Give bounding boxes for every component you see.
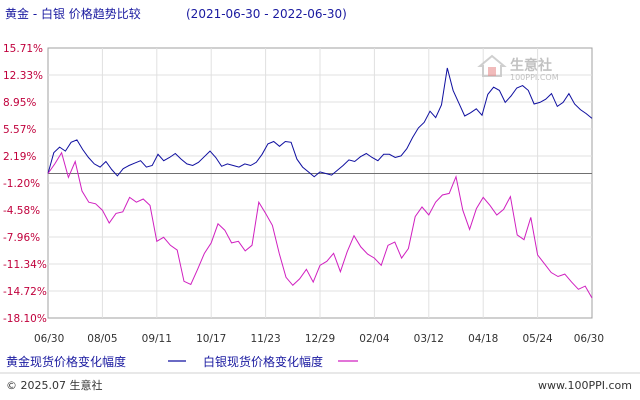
footer-site-link[interactable]: www.100PPI.com: [538, 379, 632, 392]
chart-title: 黄金 - 白银 价格趋势比较: [5, 6, 141, 21]
y-tick-label: -11.34%: [3, 259, 47, 271]
y-tick-label: 12.33%: [3, 70, 43, 82]
x-tick-label: 02/04: [359, 333, 390, 345]
y-axis-ticks: 15.71% 12.33% 8.95% 5.57% 2.19% -1.20% -4.58% -…: [3, 43, 47, 325]
legend-silver-label: 白银现货价格变化幅度: [203, 354, 323, 369]
silver-series-line: [47, 151, 593, 299]
x-tick-label: 05/24: [522, 333, 553, 345]
legend: 黄金现货价格变化幅度 白银现货价格变化幅度: [6, 354, 358, 369]
gold-series-line: [47, 67, 593, 178]
watermark-house-icon: [477, 54, 507, 77]
x-tick-label: 11/23: [250, 333, 280, 345]
y-tick-label: 8.95%: [3, 97, 36, 109]
watermark-url: 100PPI.COM: [510, 73, 559, 82]
x-tick-label: 06/30: [574, 333, 604, 345]
y-tick-label: -4.58%: [3, 205, 40, 217]
x-tick-label: 06/30: [34, 333, 64, 345]
legend-gold-label: 黄金现货价格变化幅度: [6, 354, 126, 369]
y-tick-label: -1.20%: [3, 178, 40, 190]
x-tick-label: 09/11: [142, 333, 172, 345]
watermark-logo: 生意社 100PPI.COM: [477, 54, 559, 82]
y-tick-label: 15.71%: [3, 43, 43, 55]
x-tick-label: 10/17: [196, 333, 226, 345]
y-tick-label: -7.96%: [3, 232, 40, 244]
x-tick-label: 04/18: [468, 333, 498, 345]
y-tick-label: 2.19%: [3, 151, 36, 163]
footer-copyright: © 2025.07 生意社: [6, 378, 102, 392]
watermark-name: 生意社: [510, 57, 552, 74]
x-tick-label: 08/05: [87, 333, 117, 345]
y-tick-label: -14.72%: [3, 286, 47, 298]
y-tick-label: -18.10%: [3, 313, 47, 325]
chart-date-range: (2021-06-30 - 2022-06-30): [186, 7, 347, 21]
x-tick-label: 03/12: [414, 333, 444, 345]
y-tick-label: 5.57%: [3, 124, 36, 136]
x-axis-ticks: 06/30 08/05 09/11 10/17 11/23 12/29 02/04 03/12…: [34, 333, 604, 345]
x-tick-label: 12/29: [305, 333, 335, 345]
